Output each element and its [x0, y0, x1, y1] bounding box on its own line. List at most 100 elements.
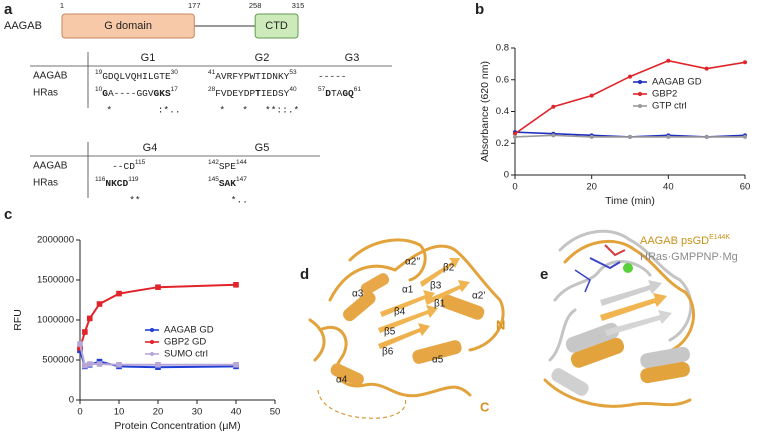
ss-label: α2'' [405, 257, 420, 268]
marker [155, 362, 161, 368]
legend-marker [150, 340, 154, 344]
legend-marker [638, 80, 642, 84]
x-tick-label: 0 [77, 407, 82, 418]
sequence-text: IEDSY [261, 88, 290, 99]
residue-number: 17 [171, 86, 179, 93]
legend-label: AAGAB GD [164, 325, 214, 336]
marker [704, 66, 709, 71]
x-tick-label: 50 [270, 407, 281, 418]
sequence-text: SPE [219, 161, 236, 172]
ss-label: α5 [432, 355, 444, 366]
marker [116, 362, 122, 368]
motif-header: G5 [255, 142, 270, 154]
terminus-label: C [480, 399, 490, 414]
sequence-text: A----GGV [108, 88, 154, 99]
series-line [79, 283, 237, 349]
sequence-bold: G [102, 88, 108, 99]
motif-header: G1 [141, 52, 156, 64]
terminus-label: N [496, 317, 505, 332]
residue-number: 315 [292, 1, 305, 10]
ss-label: α4 [336, 375, 348, 386]
legend-marker [638, 92, 642, 96]
y-tick-label: 0.4 [496, 106, 509, 117]
x-tick-label: 10 [114, 407, 125, 418]
ss-label: α3 [352, 289, 364, 300]
y-tick-label: 0 [504, 170, 509, 181]
sequence-text: --CD [95, 161, 135, 172]
domain-box [254, 13, 299, 39]
sequence: 116NKCD119 [95, 176, 139, 188]
panel-label: a [4, 1, 13, 18]
residue-number: 28 [208, 86, 216, 93]
legend-label: GBP2 [652, 89, 677, 100]
domain-name: CTD [265, 20, 288, 32]
panel-label: b [475, 1, 484, 18]
residue-number: 57 [318, 86, 326, 93]
marker [233, 362, 239, 368]
legend-marker [150, 352, 154, 356]
ss-label: α1 [402, 285, 414, 296]
marker [82, 329, 88, 335]
ss-label: β1 [434, 299, 446, 310]
residue-number: 10 [95, 86, 103, 93]
motif-header: G3 [345, 52, 360, 64]
residue-number: 41 [208, 69, 216, 76]
panel-label: e [540, 266, 548, 283]
legend-label: AAGAB GD [652, 77, 702, 88]
marker [513, 134, 517, 139]
panel-label: d [300, 266, 309, 283]
residue-number: 177 [188, 1, 201, 10]
sequence: ----- [318, 71, 347, 82]
legend-marker [638, 104, 642, 108]
ss-label: β6 [382, 347, 394, 358]
legend-marker [150, 328, 154, 332]
sequence-bold: NKCD [105, 178, 128, 189]
legend-sup: E144K [709, 234, 730, 241]
residue-number: 116 [95, 176, 106, 183]
marker [666, 58, 671, 63]
y-tick-label: 0.8 [496, 43, 509, 54]
marker [116, 290, 122, 297]
ss-label: β3 [430, 281, 442, 292]
y-tick-label: 2000000 [37, 235, 74, 246]
sequence: 19GDQLVQHILGTE30 [95, 69, 178, 81]
row-name: AAGAB [33, 71, 68, 82]
sequence: 28FVDEYDPTIEDSY40 [208, 86, 297, 98]
ss-label: β2 [443, 263, 455, 274]
y-tick-label: 1500000 [37, 275, 74, 286]
marker [96, 361, 103, 367]
residue-number: 53 [289, 69, 297, 76]
legend-text: HRas·GMPPNP·Mg [640, 251, 738, 263]
sequence-bold: GQ [342, 88, 354, 99]
y-tick-label: 500000 [42, 355, 74, 366]
sequence: 142SPE144 [208, 159, 247, 171]
sequence-bold: SAK [219, 178, 236, 189]
sequence-bold: T [255, 88, 261, 99]
x-tick-label: 60 [740, 182, 751, 193]
x-tick-label: 40 [663, 182, 674, 193]
sequence: --CD115 [95, 159, 146, 171]
legend-label: GBP2 GD [164, 337, 206, 348]
legend-label: SUMO ctrl [164, 349, 208, 360]
y-tick-label: 0 [69, 395, 74, 406]
residue-number: 145 [208, 176, 219, 183]
sequence-bold: D [325, 88, 331, 99]
marker [666, 134, 671, 139]
y-axis-label: Absorbance (620 nm) [479, 61, 491, 162]
residue-number: 115 [135, 159, 146, 166]
residue-number: 119 [128, 176, 139, 183]
x-tick-label: 0 [512, 182, 517, 193]
residue-number: 144 [236, 159, 247, 166]
marker [77, 341, 83, 347]
marker [628, 134, 632, 139]
residue-number: 258 [249, 1, 262, 10]
motif-header: G4 [143, 142, 158, 154]
sequence-text: TA [331, 88, 343, 99]
marker [551, 133, 556, 138]
x-axis-label: Protein Concentration (μM) [114, 420, 240, 432]
structure-d [308, 238, 505, 419]
residue-number: 61 [354, 86, 362, 93]
sequence: 57DTAGQ61 [318, 86, 361, 98]
marker [743, 60, 747, 65]
